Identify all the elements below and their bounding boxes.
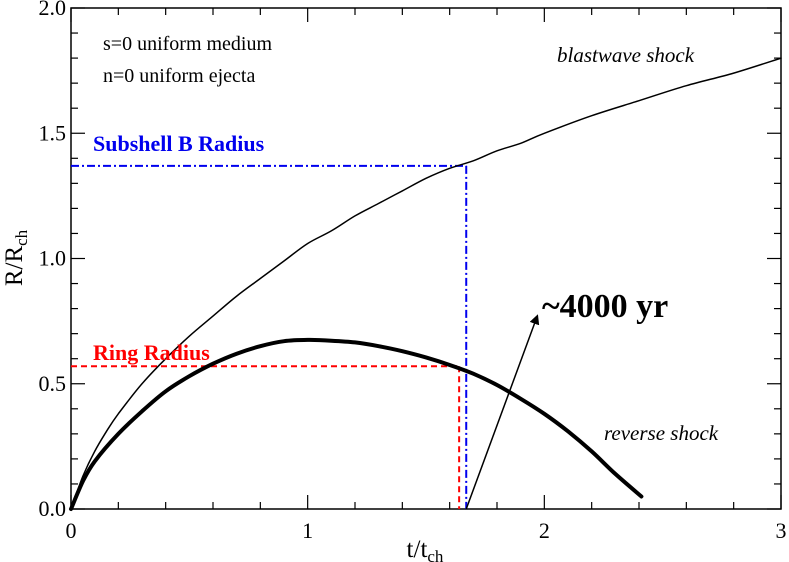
- y-tick-label: 0.0: [39, 496, 67, 521]
- annotation-ejecta: n=0 uniform ejecta: [103, 65, 255, 87]
- axis-tick-labels: 0 1 2 3 0.0 0.5 1.0 1.5 2.0: [39, 0, 787, 543]
- label-subshell-b-radius: Subshell B Radius: [93, 131, 265, 156]
- y-tick-label: 1.5: [39, 120, 67, 145]
- series-group: [69, 57, 782, 511]
- y-tick-label: 2.0: [39, 0, 67, 20]
- x-axis-title-main: t/t: [407, 536, 428, 562]
- x-tick-label: 1: [302, 518, 313, 543]
- annotation-medium: s=0 uniform medium: [103, 33, 272, 55]
- annotation-age: ~4000 yr: [542, 288, 668, 325]
- age-arrow: [465, 314, 540, 510]
- annotation-reverse: reverse shock: [604, 421, 719, 445]
- label-ring-radius: Ring Radius: [93, 340, 210, 365]
- annotation-blastwave: blastwave shock: [557, 43, 695, 67]
- x-axis-title: t/tch: [407, 536, 444, 562]
- reference-lines: [71, 164, 468, 509]
- blastwave-shock-line: [70, 57, 782, 510]
- y-tick-label: 1.0: [39, 246, 67, 271]
- x-tick-label: 0: [66, 518, 77, 543]
- y-axis-title: R/Rch: [1, 229, 31, 286]
- x-axis-title-sub: ch: [427, 547, 444, 562]
- x-tick-label: 3: [776, 518, 787, 543]
- x-tick-label: 2: [539, 518, 550, 543]
- y-axis-title-main: R/R: [1, 246, 28, 287]
- y-tick-label: 0.5: [39, 371, 67, 396]
- reverse-shock-line: [69, 337, 644, 511]
- y-axis-title-sub: ch: [12, 229, 31, 246]
- axis-ticks: [70, 7, 782, 510]
